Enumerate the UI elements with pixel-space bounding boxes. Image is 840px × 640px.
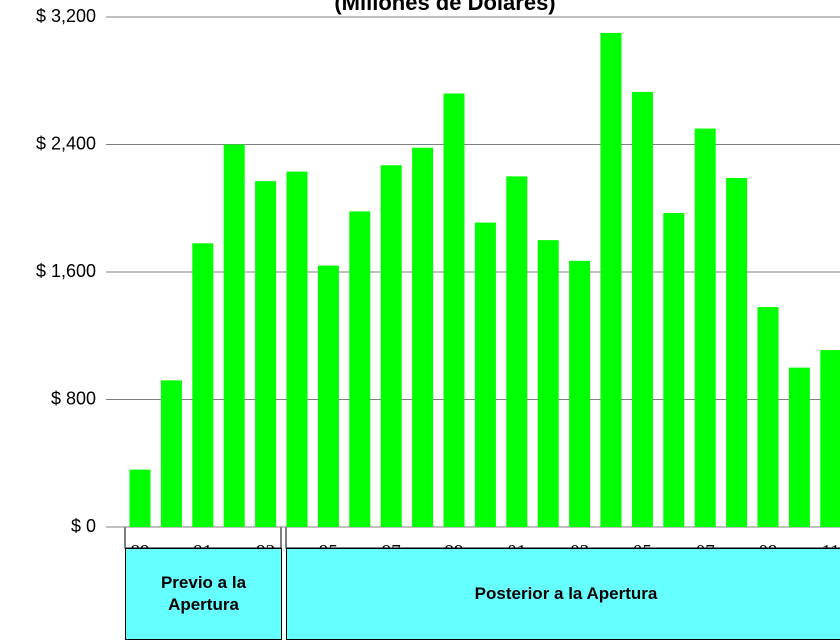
bar <box>349 211 371 527</box>
y-tick-label: $ 0 <box>71 516 96 536</box>
bar <box>443 93 465 527</box>
y-tick-label: $ 3,200 <box>36 6 96 26</box>
bar <box>160 380 182 527</box>
y-tick-label: $ 1,600 <box>36 261 96 281</box>
bar <box>631 91 653 527</box>
bar <box>192 243 214 527</box>
bar <box>569 260 591 527</box>
bar <box>506 176 528 527</box>
bar <box>757 307 779 527</box>
bar <box>412 147 434 527</box>
bar <box>820 350 840 527</box>
label-box <box>285 526 840 549</box>
bar <box>129 469 151 527</box>
bar <box>255 181 277 527</box>
y-tick-label: $ 800 <box>51 388 96 408</box>
bar <box>663 213 685 527</box>
bar <box>788 367 810 527</box>
bar <box>317 265 339 527</box>
group-label: Previo a la Apertura <box>125 548 282 640</box>
bar <box>600 32 622 527</box>
y-tick-label: $ 2,400 <box>36 133 96 153</box>
bar <box>726 177 748 527</box>
group-label: Posterior a la Apertura <box>286 548 840 640</box>
bar <box>694 128 716 527</box>
bar <box>286 171 308 527</box>
chart-title: (Millones de Dólares) <box>334 0 555 15</box>
bar <box>223 144 245 527</box>
bar <box>537 240 559 527</box>
bar <box>380 165 402 527</box>
bar <box>474 222 496 527</box>
